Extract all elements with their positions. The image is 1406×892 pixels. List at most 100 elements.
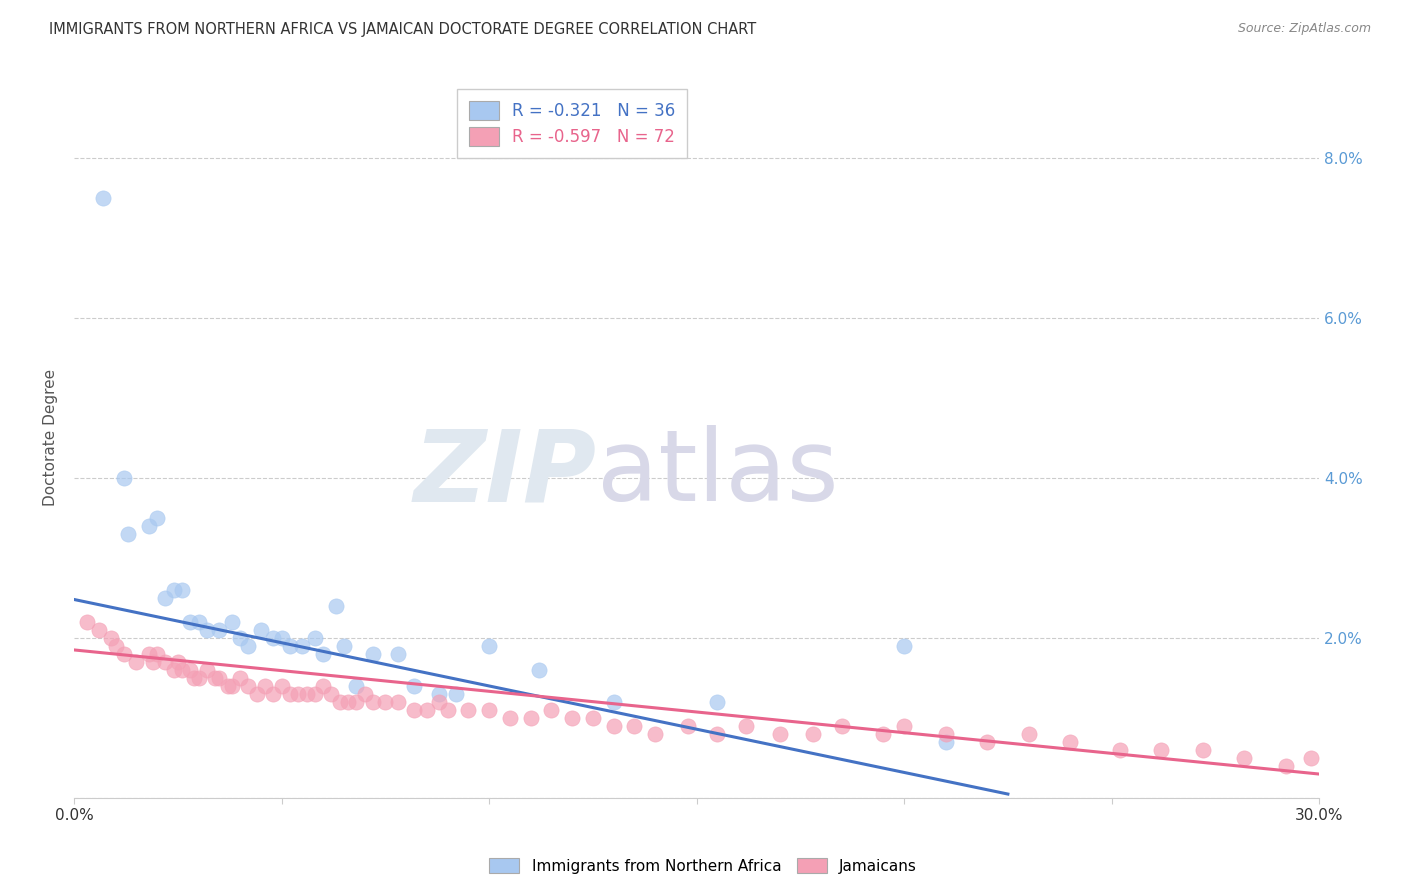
Point: [1299, 751, 1322, 765]
Point: [706, 727, 728, 741]
Point: [1059, 735, 1081, 749]
Point: [404, 679, 426, 693]
Point: [270, 679, 292, 693]
Point: [1192, 743, 1215, 757]
Point: [163, 582, 186, 597]
Point: [404, 703, 426, 717]
Point: [155, 591, 177, 605]
Text: Source: ZipAtlas.com: Source: ZipAtlas.com: [1237, 22, 1371, 36]
Point: [519, 711, 541, 725]
Point: [204, 671, 226, 685]
Point: [444, 687, 467, 701]
Point: [427, 687, 450, 701]
Point: [221, 679, 243, 693]
Legend: R = -0.321   N = 36, R = -0.597   N = 72: R = -0.321 N = 36, R = -0.597 N = 72: [457, 89, 688, 158]
Point: [436, 703, 458, 717]
Point: [540, 703, 562, 717]
Point: [1275, 759, 1298, 773]
Point: [238, 679, 260, 693]
Point: [935, 735, 957, 749]
Point: [112, 647, 135, 661]
Point: [768, 727, 790, 741]
Point: [457, 703, 479, 717]
Point: [304, 631, 326, 645]
Point: [344, 695, 367, 709]
Point: [602, 695, 624, 709]
Text: IMMIGRANTS FROM NORTHERN AFRICA VS JAMAICAN DOCTORATE DEGREE CORRELATION CHART: IMMIGRANTS FROM NORTHERN AFRICA VS JAMAI…: [49, 22, 756, 37]
Point: [602, 719, 624, 733]
Point: [138, 518, 160, 533]
Point: [499, 711, 522, 725]
Point: [100, 631, 122, 645]
Point: [229, 671, 252, 685]
Text: atlas: atlas: [598, 425, 838, 523]
Point: [1109, 743, 1132, 757]
Point: [253, 679, 276, 693]
Point: [478, 703, 501, 717]
Point: [935, 727, 957, 741]
Point: [163, 663, 186, 677]
Point: [166, 655, 188, 669]
Point: [353, 687, 375, 701]
Point: [179, 615, 201, 629]
Point: [104, 639, 127, 653]
Point: [361, 647, 384, 661]
Point: [735, 719, 758, 733]
Point: [246, 687, 269, 701]
Point: [278, 687, 301, 701]
Point: [229, 631, 252, 645]
Point: [801, 727, 824, 741]
Point: [250, 623, 273, 637]
Point: [262, 631, 284, 645]
Point: [87, 623, 110, 637]
Point: [337, 695, 360, 709]
Point: [561, 711, 583, 725]
Point: [321, 687, 343, 701]
Point: [1233, 751, 1256, 765]
Point: [125, 655, 148, 669]
Point: [146, 511, 169, 525]
Point: [187, 615, 209, 629]
Point: [117, 526, 139, 541]
Point: [427, 695, 450, 709]
Point: [678, 719, 700, 733]
Point: [195, 663, 218, 677]
Point: [416, 703, 439, 717]
Point: [208, 671, 231, 685]
Point: [270, 631, 292, 645]
Point: [138, 647, 160, 661]
Point: [893, 639, 915, 653]
Point: [325, 599, 347, 613]
Point: [179, 663, 201, 677]
Point: [195, 623, 218, 637]
Point: [1150, 743, 1173, 757]
Point: [221, 615, 243, 629]
Point: [312, 647, 335, 661]
Point: [238, 639, 260, 653]
Point: [291, 639, 314, 653]
Point: [155, 655, 177, 669]
Legend: Immigrants from Northern Africa, Jamaicans: Immigrants from Northern Africa, Jamaica…: [482, 852, 924, 880]
Point: [142, 655, 165, 669]
Point: [262, 687, 284, 701]
Point: [976, 735, 998, 749]
Point: [170, 663, 193, 677]
Point: [170, 582, 193, 597]
Point: [304, 687, 326, 701]
Point: [831, 719, 853, 733]
Point: [146, 647, 169, 661]
Point: [374, 695, 396, 709]
Point: [91, 190, 114, 204]
Point: [872, 727, 894, 741]
Point: [278, 639, 301, 653]
Point: [183, 671, 205, 685]
Point: [387, 695, 409, 709]
Point: [217, 679, 239, 693]
Point: [76, 615, 98, 629]
Point: [187, 671, 209, 685]
Point: [478, 639, 501, 653]
Point: [329, 695, 352, 709]
Point: [361, 695, 384, 709]
Point: [333, 639, 356, 653]
Point: [706, 695, 728, 709]
